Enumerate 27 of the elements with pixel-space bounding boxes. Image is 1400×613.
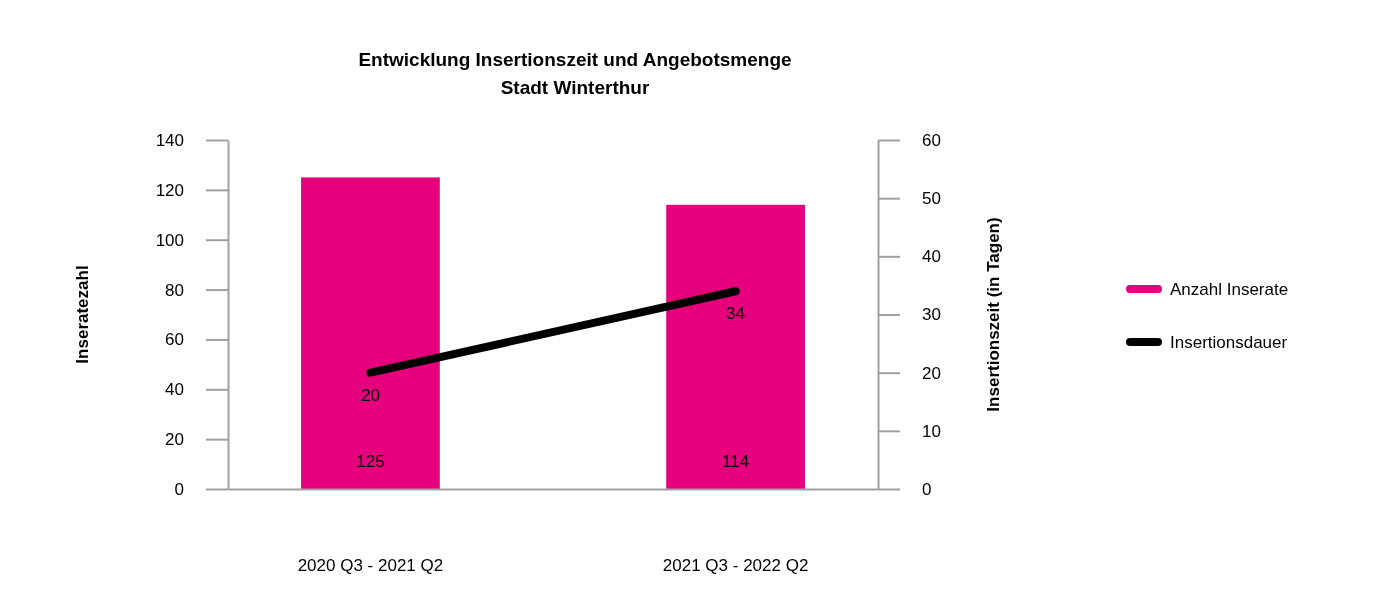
x-tick-label: 2021 Q3 - 2022 Q2 (662, 556, 809, 576)
y2-axis-title: Insertionszeit (in Tagen) (984, 217, 1003, 412)
data-label: 114 (722, 452, 750, 471)
y2-tick-label: 0 (922, 479, 932, 499)
y2-tick-label: 50 (922, 189, 941, 209)
legend-label: Insertionsdauer (1170, 333, 1288, 352)
legend-label: Anzahl Inserate (1170, 280, 1289, 299)
y-tick-label: 100 (155, 230, 184, 250)
y2-tick-label: 10 (922, 421, 941, 441)
y-tick-label: 0 (174, 479, 184, 499)
y2-tick-label: 30 (922, 305, 941, 325)
y2-tick-label: 40 (922, 247, 941, 267)
data-label: 125 (356, 452, 385, 471)
data-label: 20 (360, 385, 380, 405)
x-tick-label: 2020 Q3 - 2021 Q2 (297, 556, 444, 576)
y-tick-label: 20 (165, 430, 184, 450)
y-axis-title: Inseratezahl (73, 265, 92, 364)
y2-tick-label: 20 (922, 363, 941, 383)
y-tick-label: 80 (165, 280, 184, 300)
chart-title: Entwicklung Insertionszeit und Angebotsmenge (358, 49, 792, 70)
y-tick-label: 40 (165, 380, 184, 400)
chart-subtitle: Stadt Winterthur (500, 77, 650, 98)
y2-tick-label: 60 (922, 130, 941, 150)
y-tick-label: 60 (165, 330, 184, 350)
data-label: 34 (726, 304, 746, 324)
y-tick-label: 120 (155, 180, 184, 200)
y-tick-label: 140 (155, 130, 184, 150)
